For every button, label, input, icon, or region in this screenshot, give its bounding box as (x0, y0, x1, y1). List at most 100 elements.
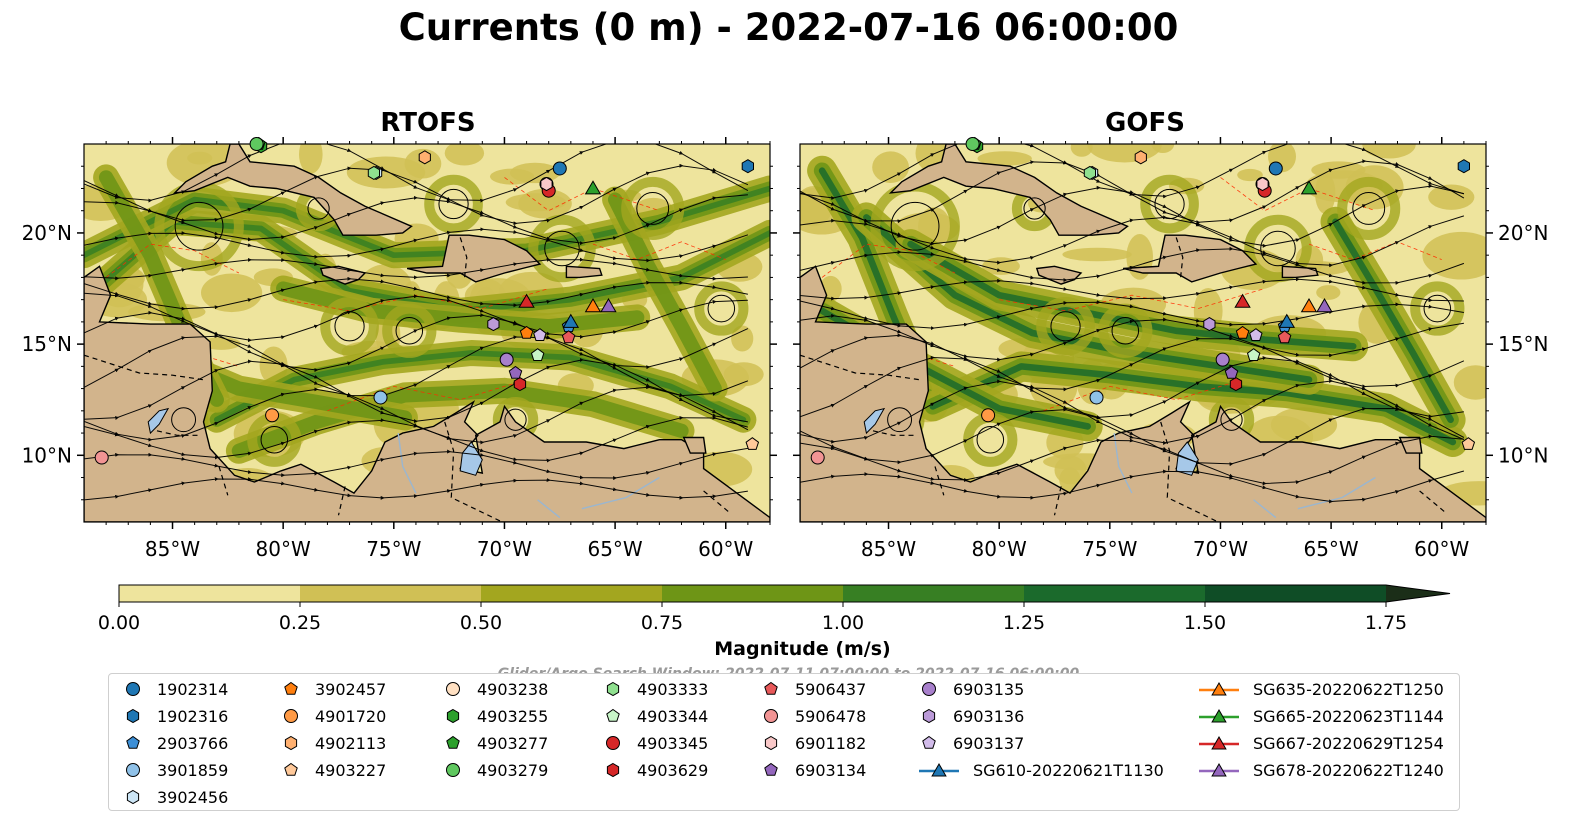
legend-label: 4903344 (637, 706, 709, 726)
eddy-streamline (504, 408, 527, 431)
colorbar-tick-label: 0.75 (641, 612, 683, 634)
y-tick-label: 15°N (22, 332, 72, 356)
legend-label: 6903135 (953, 679, 1025, 699)
y-tick-label: 10°N (22, 443, 72, 467)
legend-label: 5906437 (795, 679, 867, 699)
legend-swatch (446, 708, 460, 724)
argo-marker-6903135 (1215, 352, 1230, 367)
legend-label: SG665-20220623T1144 (1253, 706, 1444, 726)
legend-item-1902314: 1902314 (123, 678, 228, 700)
legend-item-3902456: 3902456 (123, 786, 228, 808)
argo-marker-4903344 (1246, 348, 1261, 361)
legend-label: 3902457 (315, 679, 387, 699)
legend-marker (606, 681, 620, 697)
legend-swatch (1199, 762, 1239, 777)
legend-marker (446, 763, 460, 777)
legend-label: 6903134 (795, 760, 867, 780)
eddy-streamline (1111, 316, 1140, 345)
legend-swatch (922, 708, 936, 724)
argo-marker-4903629 (1229, 377, 1243, 392)
argo-marker-1902314 (1268, 161, 1283, 176)
speed-patch (1453, 365, 1486, 400)
legend-marker (931, 762, 947, 777)
x-tick-label: 70°W (477, 537, 532, 561)
speed-patch (346, 156, 426, 189)
legend-swatch (446, 763, 460, 777)
streamline (800, 144, 1465, 201)
argo-marker-4903227 (1461, 437, 1476, 450)
x-tick-label: 80°W (972, 537, 1027, 561)
legend-marker (446, 708, 460, 724)
legend-marker (922, 708, 936, 724)
colorbar-segment (1205, 585, 1387, 602)
land (1281, 265, 1319, 279)
argo-marker-4902113 (418, 150, 431, 165)
legend-marker (764, 762, 778, 776)
argo-marker-3901859 (373, 390, 388, 405)
map-frame (83, 143, 771, 523)
eddy-streamline (636, 192, 670, 225)
river (537, 499, 561, 519)
legend-item-SG665-20220623T1144: SG665-20220623T1144 (1199, 705, 1444, 727)
legend-marker (126, 708, 140, 724)
legend-label: 6901182 (795, 733, 867, 753)
legend-item-1902316: 1902316 (123, 705, 228, 727)
argo-marker-4903629 (513, 377, 527, 392)
speed-patch (1422, 231, 1486, 280)
legend-marker (446, 735, 460, 749)
country-border (1419, 490, 1447, 514)
legend-marker (284, 709, 298, 723)
argo-marker-4903333 (1083, 165, 1096, 180)
glider-marker-SG667-20220629T1254 (518, 293, 535, 308)
legend-label: 2903766 (157, 733, 229, 753)
legend-label: 3901859 (157, 760, 229, 780)
colorbar-segment (662, 585, 844, 602)
legend-swatch (764, 681, 778, 695)
eddy-streamline (1352, 192, 1386, 225)
streamline (800, 300, 1464, 331)
legend-item-4903255: 4903255 (443, 705, 548, 727)
speed-patch (1087, 144, 1162, 163)
legend-marker (764, 681, 778, 695)
colorbar-tick-label: 0.00 (98, 612, 140, 634)
legend-swatch (922, 682, 936, 696)
argo-marker-4903344 (530, 348, 545, 361)
legend-item-SG667-20220629T1254: SG667-20220629T1254 (1199, 732, 1444, 754)
x-tick-label: 85°W (145, 537, 200, 561)
eddy-streamline (707, 294, 736, 323)
eddy-streamline (171, 407, 197, 433)
legend-marker (922, 735, 936, 749)
x-tick-label: 65°W (1303, 537, 1358, 561)
speed-patch (1062, 247, 1132, 262)
legend-item-4903238: 4903238 (443, 678, 548, 700)
x-tick-label: 60°W (698, 537, 753, 561)
legend-item-6903134: 6903134 (761, 759, 866, 781)
legend: 1902314 1902316 2903766 3901859 3902456 39024… (108, 673, 1460, 811)
argo-marker-5906478 (94, 450, 109, 465)
eddy-streamline (1260, 230, 1296, 267)
legend-item-4903279: 4903279 (443, 759, 548, 781)
legend-swatch (764, 735, 778, 751)
legend-item-SG635-20220622T1250: SG635-20220622T1250 (1199, 678, 1444, 700)
legend-swatch (606, 762, 620, 778)
eddy-streamline (544, 230, 580, 267)
legend-item-4902113: 4902113 (281, 732, 386, 754)
argo-marker-1902316 (1457, 159, 1470, 174)
eddy-streamline (1023, 197, 1046, 220)
streamline (84, 276, 749, 311)
legend-marker (1211, 735, 1227, 750)
legend-marker (126, 735, 140, 749)
streamline (84, 257, 748, 281)
legend-marker (284, 681, 298, 695)
legend-label: 4903238 (477, 679, 549, 699)
argo-marker-6901182 (540, 176, 553, 192)
argo-marker-1902314 (552, 161, 567, 176)
glider-marker-SG678-20220622T1240 (1316, 297, 1333, 313)
speed-patch (1362, 144, 1416, 159)
legend-marker (922, 682, 936, 696)
legend-marker (764, 709, 778, 723)
country-border (703, 490, 731, 514)
legend-marker (1211, 708, 1227, 723)
legend-label: 4903333 (637, 679, 709, 699)
